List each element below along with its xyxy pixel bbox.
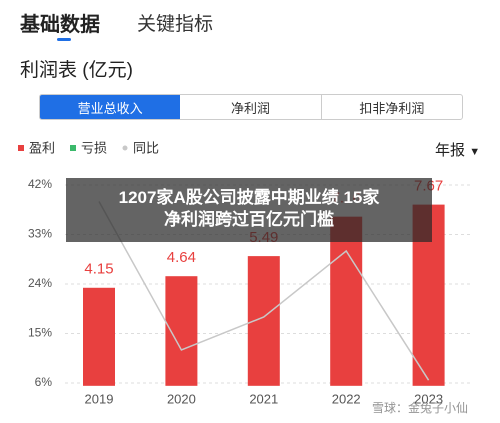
segment-control: 营业总收入 净利润 扣非净利润 (39, 94, 463, 120)
y-tick-label: 15% (28, 326, 52, 340)
section-title: 利润表 (亿元) (20, 60, 133, 81)
tab-indicator (57, 38, 71, 41)
bar-value-label: 4.64 (167, 249, 196, 266)
legend-label: 同比 (133, 140, 159, 155)
legend-label: 盈利 (29, 140, 55, 155)
line (98, 201, 430, 381)
banner-line: 净利润跨过百亿元门槛 (164, 210, 334, 229)
tab-active[interactable]: 基础数据 (20, 14, 100, 36)
x-tick-label: 2020 (167, 391, 196, 406)
bar (330, 216, 363, 386)
x-tick-label: 2023 (414, 391, 443, 406)
watermark: 雪球：金兔子小仙 (372, 401, 469, 415)
legend-swatch (70, 145, 76, 151)
y-tick-label: 42% (28, 177, 52, 191)
banner-line: 1207家A股公司披露中期业绩 15家 (118, 188, 380, 207)
x-tick-label: 2022 (332, 391, 361, 406)
y-tick-label: 6% (35, 375, 53, 389)
y-tick-label: 33% (28, 227, 52, 241)
x-tick-label: 2019 (85, 391, 114, 406)
legend-label: 亏损 (81, 140, 107, 155)
news-banner[interactable]: 1207家A股公司披露中期业绩 15家 净利润跨过百亿元门槛 (66, 178, 432, 242)
segment[interactable]: 净利润 (180, 95, 322, 119)
segment[interactable]: 扣非净利润 (359, 100, 425, 116)
legend-swatch (122, 145, 128, 151)
legend-swatch (18, 145, 24, 151)
dropdown-arrow: ▼ (469, 146, 481, 158)
bar-value-label: 4.15 (84, 261, 113, 278)
period-select[interactable]: 年报 ▼ (435, 139, 480, 160)
period: 年报 (435, 142, 466, 159)
bar (83, 287, 115, 386)
x-tick-label: 2021 (249, 391, 278, 406)
y-tick-label: 24% (28, 276, 52, 290)
segment-active[interactable]: 营业总收入 (40, 95, 181, 119)
tab[interactable]: 关键指标 (137, 14, 214, 35)
